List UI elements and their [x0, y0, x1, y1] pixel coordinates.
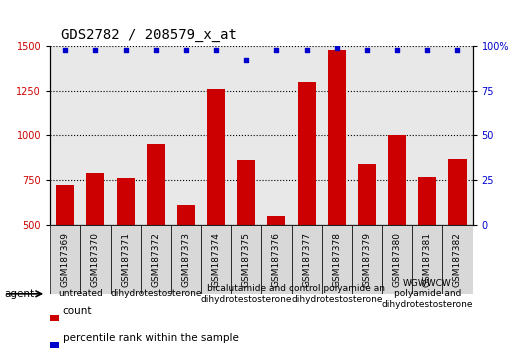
- Bar: [352, 225, 382, 294]
- Bar: [442, 225, 473, 294]
- Point: [333, 45, 341, 51]
- Point: [363, 47, 371, 52]
- Text: GSM187374: GSM187374: [212, 232, 221, 287]
- Bar: [140, 225, 171, 294]
- Bar: [237, 160, 256, 225]
- Text: GSM187369: GSM187369: [61, 232, 70, 287]
- Point: [182, 47, 190, 52]
- Bar: [50, 315, 59, 321]
- Text: WGWWCW
polyamide and
dihydrotestosterone: WGWWCW polyamide and dihydrotestosterone: [382, 279, 473, 309]
- Bar: [388, 135, 406, 225]
- Point: [91, 47, 100, 52]
- Bar: [267, 216, 286, 225]
- Point: [152, 47, 160, 52]
- Text: GSM187381: GSM187381: [423, 232, 432, 287]
- Text: count: count: [63, 306, 92, 316]
- Bar: [87, 173, 105, 225]
- Text: bicalutamide and
dihydrotestosterone: bicalutamide and dihydrotestosterone: [201, 284, 292, 303]
- Text: GSM187382: GSM187382: [453, 232, 462, 287]
- Bar: [418, 177, 436, 225]
- Point: [393, 47, 401, 52]
- Point: [242, 57, 250, 63]
- Text: dihydrotestosterone: dihydrotestosterone: [110, 289, 202, 298]
- Text: GDS2782 / 208579_x_at: GDS2782 / 208579_x_at: [61, 28, 237, 42]
- Bar: [298, 82, 316, 225]
- Text: GSM187373: GSM187373: [182, 232, 191, 287]
- Bar: [412, 225, 442, 294]
- Point: [61, 47, 70, 52]
- Text: GSM187375: GSM187375: [242, 232, 251, 287]
- Bar: [291, 225, 322, 294]
- Bar: [328, 50, 346, 225]
- Bar: [50, 342, 59, 348]
- Text: GSM187378: GSM187378: [332, 232, 341, 287]
- Bar: [382, 225, 412, 294]
- Bar: [50, 225, 80, 294]
- Point: [272, 47, 281, 52]
- Bar: [56, 185, 74, 225]
- Bar: [201, 225, 231, 294]
- Text: GSM187372: GSM187372: [151, 232, 161, 287]
- Text: agent: agent: [4, 289, 34, 299]
- Text: GSM187377: GSM187377: [302, 232, 311, 287]
- Text: percentile rank within the sample: percentile rank within the sample: [63, 333, 239, 343]
- Point: [212, 47, 220, 52]
- Bar: [231, 225, 261, 294]
- Text: GSM187376: GSM187376: [272, 232, 281, 287]
- Point: [453, 47, 461, 52]
- Text: GSM187380: GSM187380: [393, 232, 402, 287]
- Bar: [117, 178, 135, 225]
- Bar: [207, 89, 225, 225]
- Point: [303, 47, 311, 52]
- Bar: [110, 225, 140, 294]
- Point: [121, 47, 130, 52]
- Bar: [322, 225, 352, 294]
- Text: control polyamide an
dihydrotestosterone: control polyamide an dihydrotestosterone: [289, 284, 385, 303]
- Point: [423, 47, 431, 52]
- Text: GSM187371: GSM187371: [121, 232, 130, 287]
- Text: GSM187379: GSM187379: [362, 232, 372, 287]
- Bar: [80, 225, 110, 294]
- Bar: [147, 144, 165, 225]
- Text: untreated: untreated: [58, 289, 103, 298]
- Bar: [448, 159, 467, 225]
- Text: GSM187370: GSM187370: [91, 232, 100, 287]
- Bar: [358, 164, 376, 225]
- Bar: [171, 225, 201, 294]
- Bar: [177, 205, 195, 225]
- Bar: [261, 225, 291, 294]
